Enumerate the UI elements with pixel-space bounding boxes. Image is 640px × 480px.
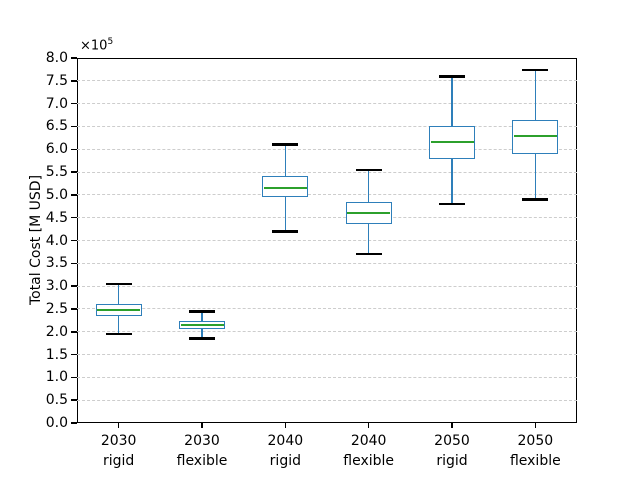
- y-axis-offset-text: ×105: [80, 37, 113, 53]
- x-tick-label: 2030 flexible: [176, 433, 228, 469]
- x-tick-label: 2030 rigid: [100, 433, 137, 469]
- y-gridline: [77, 262, 577, 264]
- whisker-cap-bottom: [439, 202, 465, 206]
- y-tick-mark: [71, 285, 77, 287]
- median-line: [263, 186, 307, 189]
- box: [262, 175, 309, 198]
- y-tick-mark: [71, 216, 77, 219]
- median-line: [347, 212, 391, 215]
- y-tick-mark: [71, 171, 77, 173]
- median-line: [180, 324, 224, 327]
- whisker-cap-top: [105, 282, 132, 286]
- y-tick-label: 0.0: [45, 415, 68, 431]
- median-line: [430, 140, 474, 143]
- y-tick-mark: [71, 57, 77, 59]
- y-gridline: [77, 354, 577, 356]
- y-tick-label: 2.0: [45, 323, 68, 340]
- y-gridline: [77, 331, 577, 333]
- y-tick-label: 3.0: [45, 278, 68, 295]
- y-gridline: [77, 194, 577, 196]
- y-gridline: [77, 399, 577, 401]
- y-tick-label: 3.5: [45, 255, 68, 272]
- whisker-cap-top: [439, 75, 465, 78]
- x-tick-label: 2050 rigid: [434, 433, 470, 469]
- y-tick-label: 4.0: [45, 232, 68, 249]
- x-tick-mark: [117, 423, 120, 428]
- x-tick-label: 2040 rigid: [267, 433, 304, 469]
- y-tick-label: 5.5: [45, 164, 68, 181]
- y-tick-label: 1.5: [45, 346, 68, 363]
- y-tick-label: 6.0: [45, 141, 68, 158]
- y-gridline: [77, 103, 577, 105]
- y-tick-label: 5.0: [45, 186, 68, 203]
- y-gridline: [77, 376, 577, 378]
- y-tick-label: 6.5: [45, 118, 68, 135]
- whisker-cap-bottom: [189, 337, 215, 340]
- median-line: [97, 309, 141, 312]
- y-tick-mark: [71, 422, 77, 424]
- whisker-cap-top: [189, 310, 215, 313]
- y-tick-label: 8.0: [45, 50, 68, 66]
- y-tick-label: 4.5: [45, 209, 68, 226]
- whisker-cap-bottom: [355, 252, 382, 256]
- y-gridline: [77, 80, 577, 82]
- y-tick-mark: [71, 125, 77, 128]
- whisker-cap-bottom: [272, 230, 299, 233]
- x-tick-mark: [201, 423, 203, 428]
- y-gridline: [77, 125, 577, 127]
- y-tick-mark: [71, 399, 77, 401]
- y-gridline: [77, 308, 577, 310]
- y-tick-mark: [71, 353, 77, 356]
- whisker-cap-bottom: [105, 332, 132, 336]
- y-tick-mark: [71, 239, 77, 242]
- y-gridline: [77, 285, 577, 287]
- offset-exponent: 5: [107, 37, 114, 47]
- y-gridline: [77, 240, 577, 241]
- x-tick-mark: [284, 423, 287, 428]
- y-tick-mark: [71, 102, 77, 105]
- whisker-cap-top: [272, 143, 299, 146]
- offset-base: ×10: [80, 38, 108, 54]
- y-tick-mark: [71, 331, 77, 333]
- y-gridline: [77, 217, 577, 219]
- y-tick-mark: [71, 148, 77, 150]
- whisker-cap-bottom: [522, 198, 549, 201]
- y-tick-mark: [71, 194, 77, 196]
- x-tick-mark: [534, 423, 537, 428]
- y-tick-label: 7.0: [45, 95, 68, 112]
- x-tick-label: 2040 flexible: [343, 433, 395, 469]
- y-tick-label: 2.5: [45, 300, 68, 317]
- x-tick-mark: [367, 423, 370, 428]
- y-tick-mark: [71, 308, 77, 310]
- y-tick-label: 1.0: [45, 369, 68, 386]
- median-line: [513, 135, 557, 138]
- y-tick-mark: [71, 376, 77, 379]
- y-tick-label: 7.5: [45, 72, 68, 89]
- y-gridline: [77, 171, 577, 173]
- y-tick-label: 0.5: [45, 392, 68, 409]
- y-gridline: [77, 148, 577, 150]
- y-tick-mark: [71, 262, 77, 265]
- y-tick-mark: [71, 80, 77, 82]
- x-tick-mark: [451, 423, 453, 428]
- x-tick-label: 2050 flexible: [509, 433, 561, 469]
- whisker-cap-top: [522, 68, 549, 72]
- whisker-cap-top: [355, 168, 382, 172]
